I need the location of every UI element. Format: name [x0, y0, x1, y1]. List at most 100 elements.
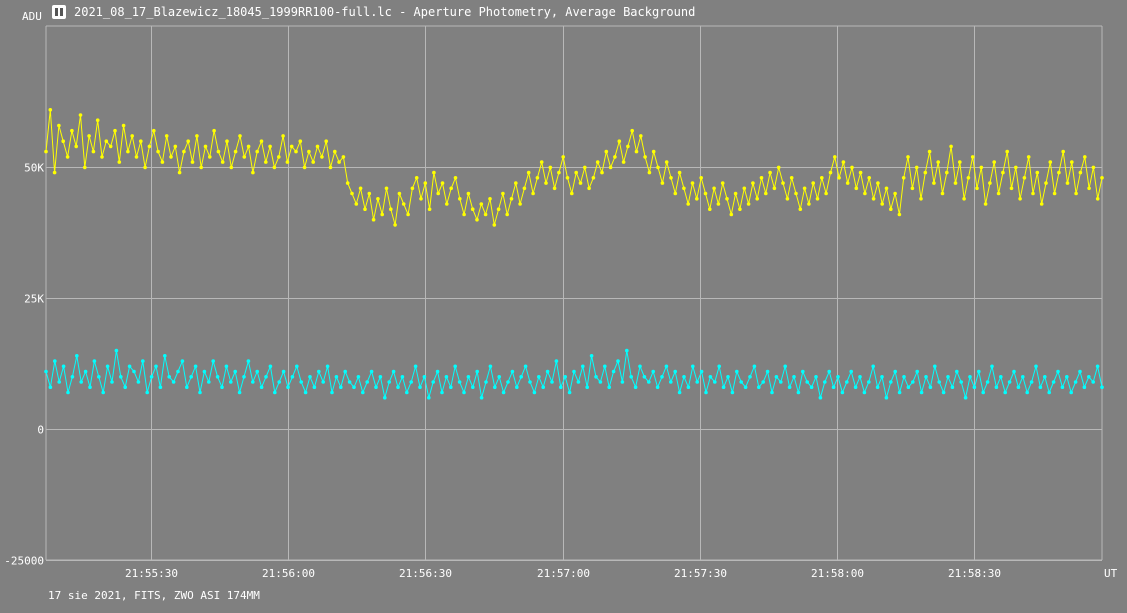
data-point — [841, 160, 846, 164]
data-point — [215, 375, 220, 379]
data-point — [44, 369, 48, 374]
data-point — [303, 390, 308, 395]
data-point — [281, 134, 285, 138]
data-point — [854, 186, 859, 191]
data-point — [48, 385, 53, 390]
data-point — [748, 375, 752, 379]
data-point — [211, 359, 215, 363]
data-point — [535, 176, 540, 180]
data-point — [1031, 191, 1035, 196]
data-point — [208, 155, 212, 159]
data-point — [691, 364, 695, 369]
data-point — [563, 375, 567, 379]
data-point — [811, 181, 815, 185]
data-point — [664, 364, 669, 369]
data-point — [669, 380, 673, 384]
data-point — [726, 375, 730, 379]
data-point — [1083, 155, 1087, 159]
data-point — [387, 380, 392, 384]
data-point — [1035, 170, 1040, 175]
data-point — [185, 385, 189, 390]
data-point — [440, 390, 444, 395]
data-point — [475, 217, 479, 222]
data-point — [83, 165, 87, 170]
data-point — [1029, 380, 1034, 384]
data-point — [108, 144, 113, 149]
data-point — [114, 348, 119, 353]
data-point — [550, 380, 554, 384]
data-point — [807, 202, 811, 206]
data-point — [739, 380, 743, 384]
data-point — [95, 118, 100, 122]
data-point — [242, 375, 246, 379]
data-point — [173, 144, 178, 149]
data-point — [603, 364, 607, 369]
data-point — [497, 375, 502, 379]
data-point — [419, 197, 423, 201]
data-point — [147, 144, 152, 149]
data-point — [101, 390, 105, 395]
data-point — [220, 160, 225, 164]
data-point — [189, 375, 193, 379]
data-point — [729, 212, 734, 217]
y-tick-label: 0 — [37, 424, 44, 437]
data-point — [216, 149, 221, 154]
data-point — [1095, 197, 1100, 201]
data-point — [849, 369, 853, 374]
data-point — [576, 380, 581, 384]
data-point — [350, 191, 354, 196]
data-point — [396, 385, 400, 390]
data-point — [347, 380, 352, 384]
data-point — [928, 385, 933, 390]
data-point — [233, 369, 237, 374]
data-point — [422, 375, 427, 379]
data-point — [198, 390, 202, 395]
data-point — [432, 170, 436, 175]
data-point — [358, 186, 363, 191]
data-point — [828, 170, 833, 175]
data-point — [639, 134, 643, 138]
data-point — [65, 155, 70, 159]
data-point — [70, 375, 75, 379]
data-point — [501, 191, 505, 196]
data-point — [924, 375, 928, 379]
data-point — [704, 390, 708, 395]
data-point — [365, 380, 370, 384]
data-point — [932, 181, 936, 185]
data-point — [479, 395, 484, 400]
data-point — [149, 375, 154, 379]
data-point — [410, 186, 415, 191]
data-point — [1007, 380, 1012, 384]
data-point — [339, 385, 343, 390]
data-point — [1043, 375, 1047, 379]
data-point — [937, 380, 941, 384]
data-point — [393, 223, 397, 227]
data-point — [824, 191, 828, 196]
data-point — [787, 385, 792, 390]
data-point — [616, 359, 620, 363]
data-point — [915, 369, 919, 374]
data-point — [589, 354, 594, 358]
app-icon — [52, 5, 66, 19]
data-point — [522, 186, 527, 191]
data-point — [992, 160, 996, 164]
data-point — [1009, 186, 1014, 191]
data-point — [1100, 176, 1104, 180]
data-point — [699, 176, 703, 180]
data-point — [673, 369, 677, 374]
data-point — [1087, 375, 1091, 379]
data-point — [708, 375, 713, 379]
title-bar: 2021_08_17_Blazewicz_18045_1999RR100-ful… — [52, 4, 695, 20]
data-point — [470, 207, 475, 211]
data-point — [515, 385, 519, 390]
data-point — [1078, 170, 1083, 175]
data-point — [871, 364, 875, 369]
data-point — [110, 380, 114, 384]
data-point — [695, 197, 699, 201]
data-point — [945, 170, 949, 175]
data-point — [163, 354, 167, 358]
data-point — [57, 380, 61, 384]
data-point — [315, 144, 320, 149]
data-point — [83, 369, 88, 374]
